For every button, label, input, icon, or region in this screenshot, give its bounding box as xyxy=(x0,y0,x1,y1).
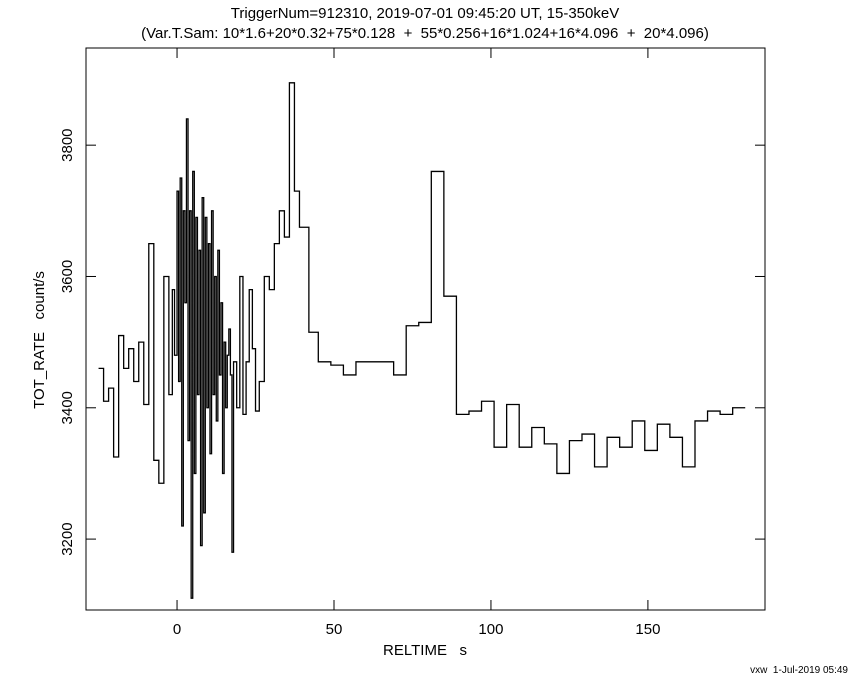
x-tick-label: 100 xyxy=(478,621,503,638)
y-tick-label: 3800 xyxy=(59,128,76,161)
y-axis-label: TOT_RATE count/s xyxy=(31,271,48,409)
x-axis-label: RELTIME s xyxy=(383,642,467,659)
y-tick-label: 3400 xyxy=(59,391,76,424)
plot-frame xyxy=(85,47,766,611)
x-tick-label: 50 xyxy=(326,621,343,638)
y-tick-label: 3200 xyxy=(59,522,76,555)
x-tick-label: 150 xyxy=(635,621,660,638)
chart-title: TriggerNum=912310, 2019-07-01 09:45:20 U… xyxy=(231,5,619,22)
chart-subtitle: (Var.T.Sam: 10*1.6+20*0.32+75*0.128 + 55… xyxy=(141,25,709,42)
light-curve xyxy=(98,82,746,599)
x-tick-label: 0 xyxy=(173,621,181,638)
footer: vxw 1-Jul-2019 05:49 xyxy=(750,665,848,676)
y-tick-label: 3600 xyxy=(59,260,76,293)
